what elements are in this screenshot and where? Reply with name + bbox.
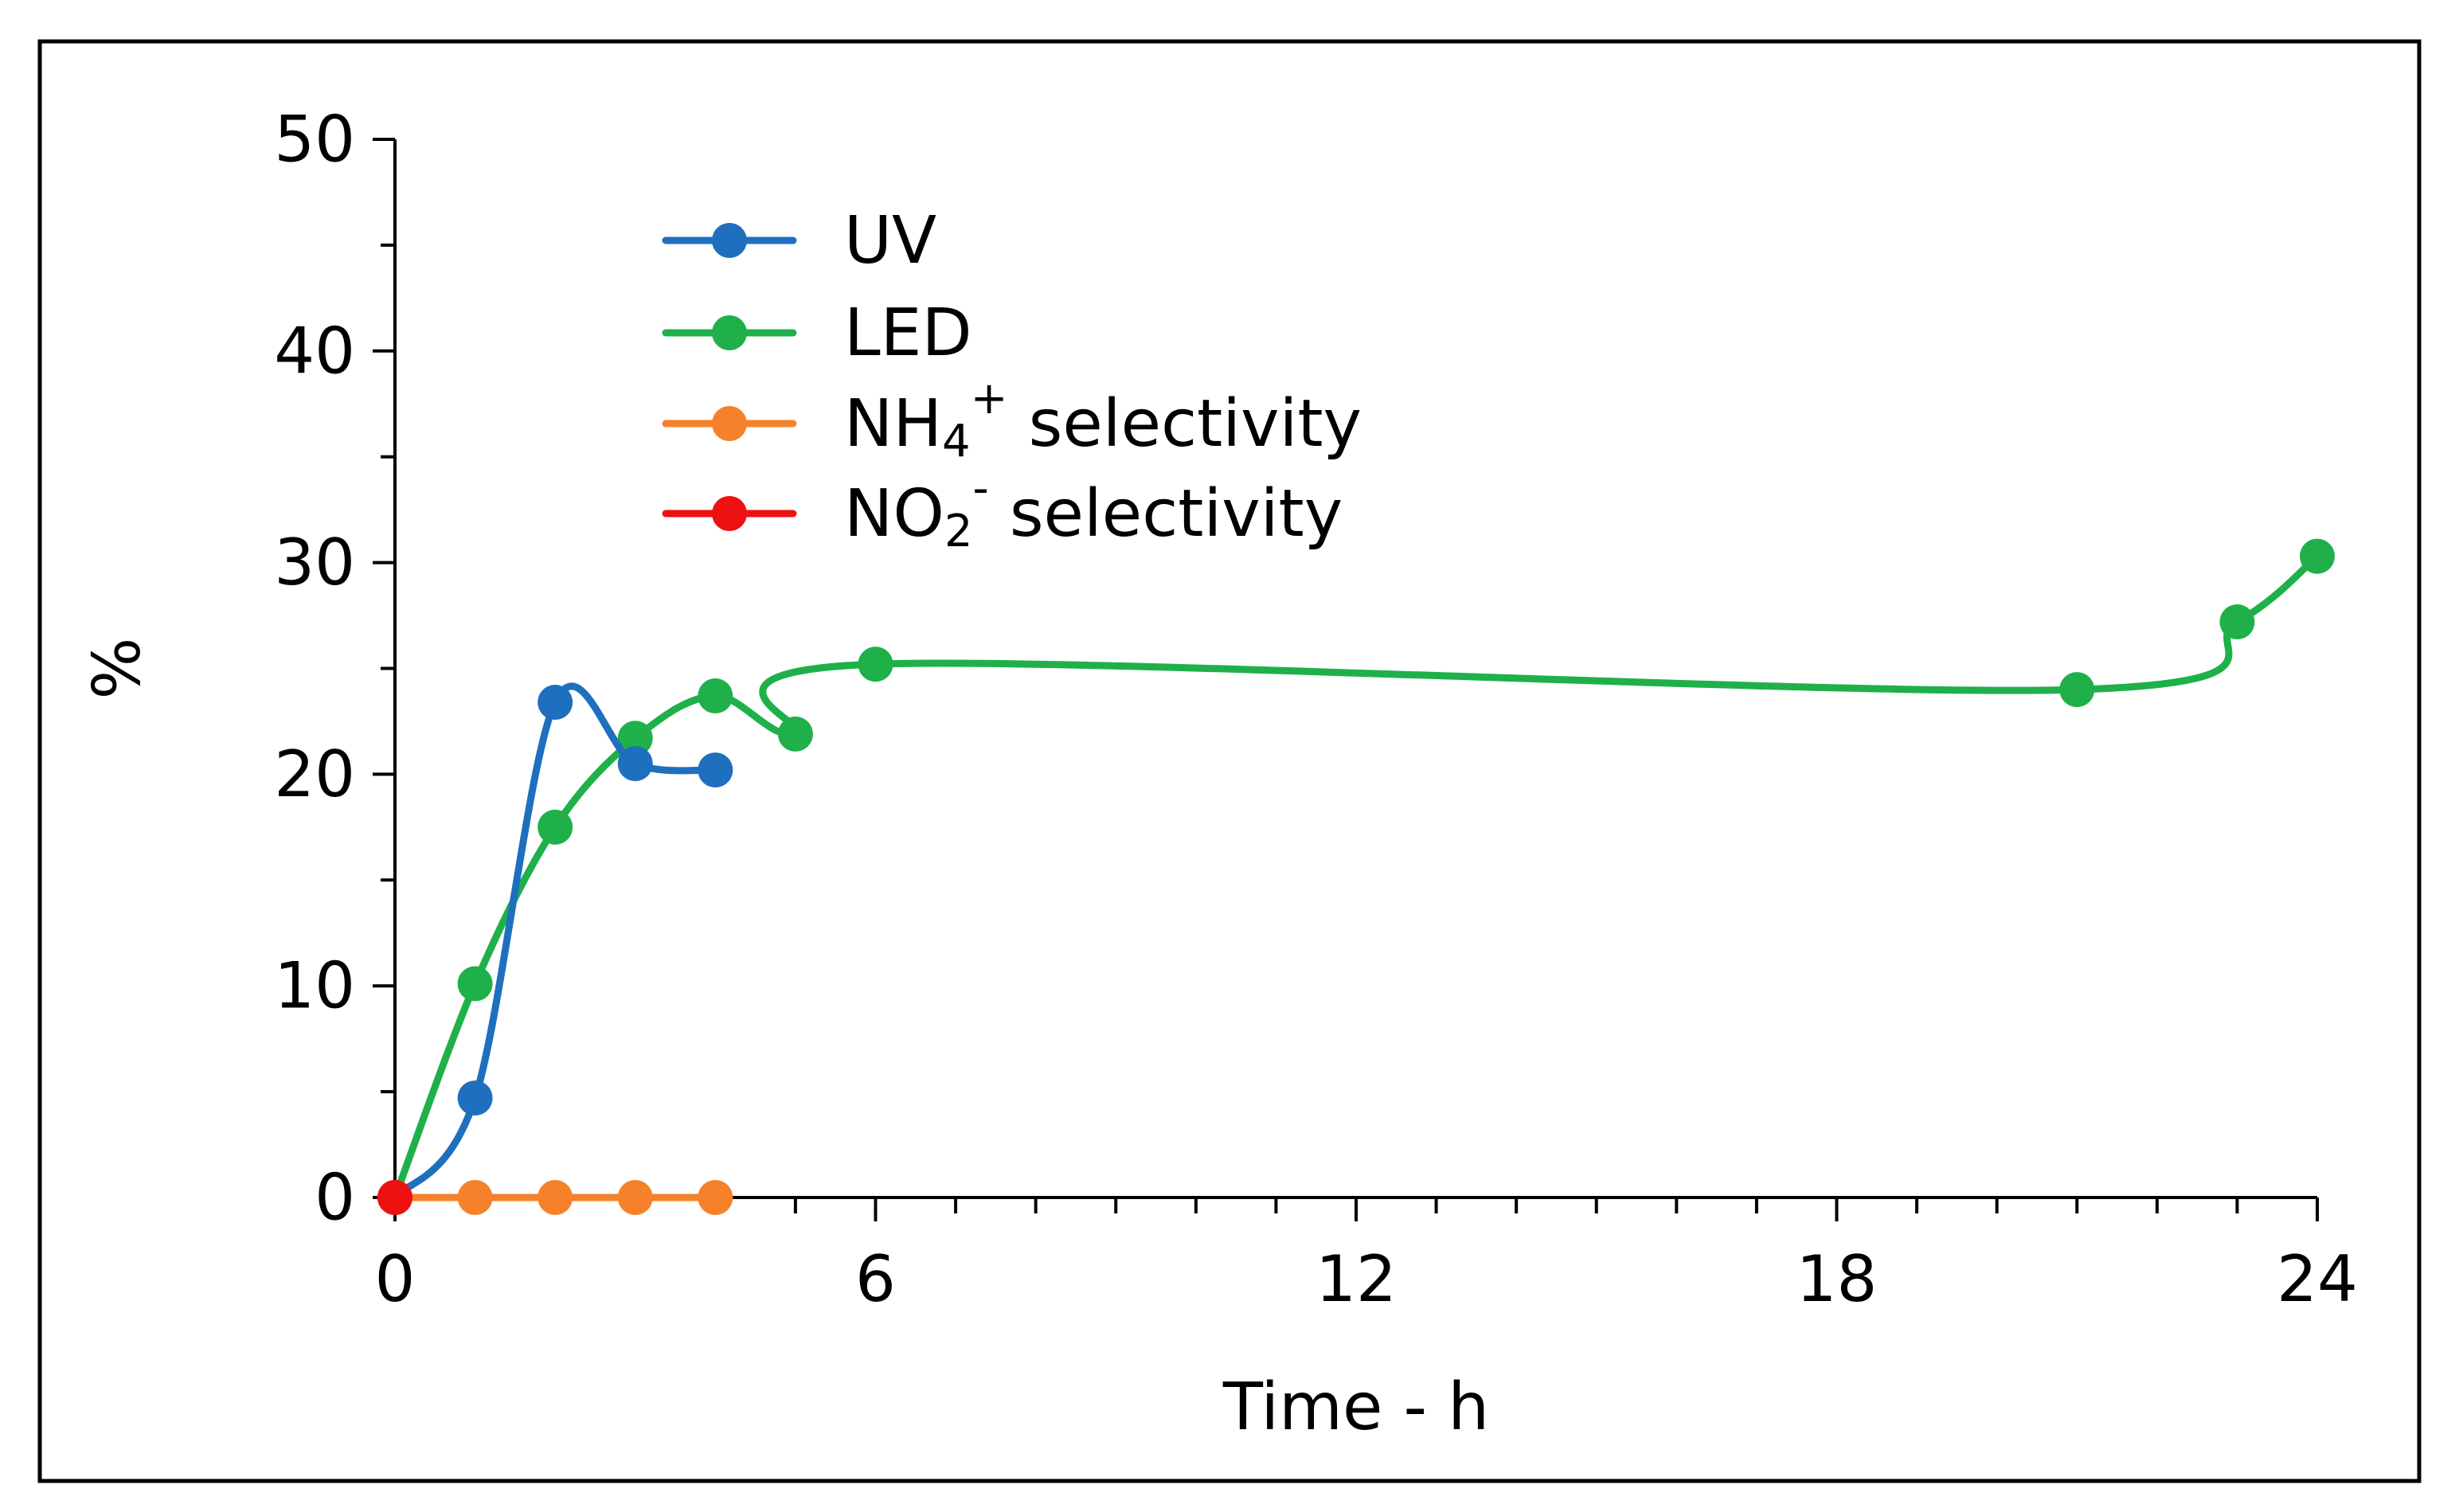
x-tick-label: 0 xyxy=(375,1242,416,1316)
series-line xyxy=(391,553,2321,1201)
data-point xyxy=(2059,672,2095,708)
legend-item: LED xyxy=(662,295,972,371)
data-point xyxy=(617,746,653,782)
legend-swatch-marker xyxy=(712,223,747,258)
data-point xyxy=(858,647,893,682)
y-tick-label: 50 xyxy=(274,103,355,177)
legend-label: UV xyxy=(844,203,936,279)
legend-item: NO2- selectivity xyxy=(662,463,1343,557)
y-tick-label: 0 xyxy=(315,1161,355,1235)
legend-label: NO2- selectivity xyxy=(844,463,1343,557)
data-point xyxy=(457,1180,493,1215)
x-tick-label: 18 xyxy=(1796,1242,1878,1316)
y-tick-label: 40 xyxy=(274,314,355,388)
x-tick-label: 6 xyxy=(855,1242,896,1316)
series-3 xyxy=(377,1180,412,1215)
chart-frame xyxy=(37,39,2422,1483)
data-point xyxy=(698,752,733,788)
legend-swatch-marker xyxy=(712,315,747,350)
legend-swatch-marker xyxy=(712,406,747,441)
y-axis-title: % xyxy=(80,638,155,700)
data-point xyxy=(457,966,493,1002)
data-point xyxy=(457,1080,493,1116)
y-tick-label: 10 xyxy=(274,949,355,1023)
x-axis-title: Time - h xyxy=(1222,1369,1489,1445)
data-point xyxy=(698,1180,733,1215)
y-tick-label: 30 xyxy=(274,525,355,600)
data-point xyxy=(698,678,733,714)
legend-label: NH4+ selectivity xyxy=(844,373,1362,467)
data-point xyxy=(377,1180,412,1215)
legend-item: UV xyxy=(662,203,936,279)
data-point xyxy=(777,716,813,752)
x-tick-label: 12 xyxy=(1316,1242,1397,1316)
legend-swatch-marker xyxy=(712,496,747,531)
data-point xyxy=(2300,538,2335,574)
y-tick-label: 20 xyxy=(274,737,355,811)
x-tick-label: 24 xyxy=(2277,1242,2358,1316)
data-point xyxy=(538,809,573,845)
data-point xyxy=(2219,604,2255,640)
legend-item: NH4+ selectivity xyxy=(662,373,1362,467)
data-point xyxy=(617,1180,653,1215)
data-point xyxy=(538,1180,573,1215)
legend-label: LED xyxy=(844,295,972,371)
data-point xyxy=(538,685,573,721)
series-layer xyxy=(377,538,2335,1215)
data-point xyxy=(617,721,653,756)
